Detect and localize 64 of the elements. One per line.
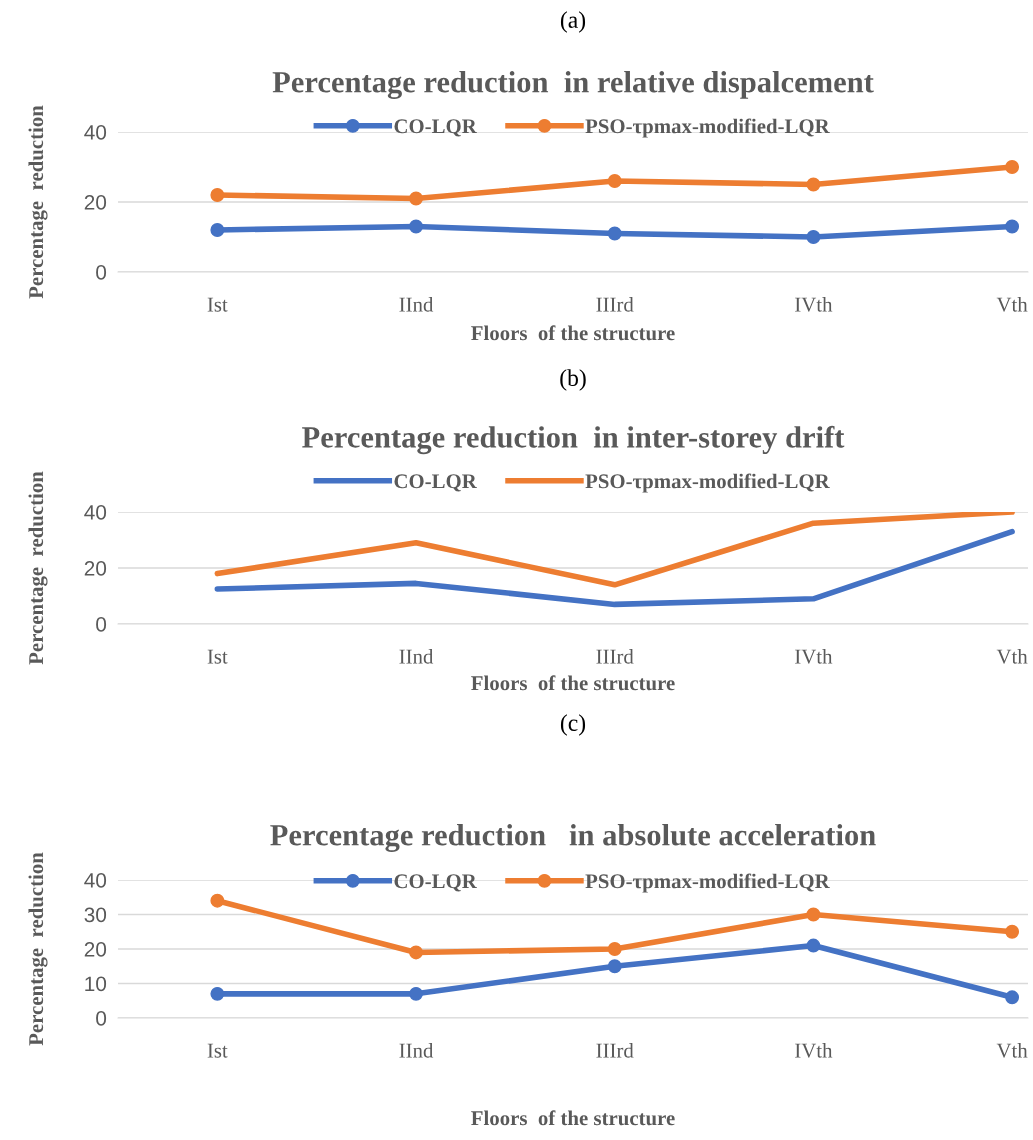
- x-axis-title: Floors of the structure: [471, 1110, 675, 1126]
- x-tick-label: IVth: [795, 297, 833, 312]
- x-tick-label: Vth: [996, 1043, 1028, 1058]
- y-tick-label: 10: [85, 976, 107, 992]
- x-tick-label: IInd: [399, 297, 434, 312]
- x-tick-label: IIIrd: [596, 297, 634, 312]
- legend-label: CO-LQR: [394, 119, 477, 137]
- point: [409, 945, 423, 960]
- x-tick-label: IInd: [399, 649, 434, 664]
- legend-label: CO-LQR: [394, 474, 477, 492]
- chart-title: Percentage reduction in relative dispalcement: [272, 71, 874, 99]
- y-tick-label: 20: [84, 195, 107, 210]
- point: [210, 893, 225, 908]
- y-axis-title: Percentage reduction: [28, 852, 48, 1046]
- x-tick-label: IInd: [399, 1043, 434, 1058]
- y-tick-label: 20: [84, 561, 107, 576]
- point: [1005, 160, 1020, 174]
- point: [607, 959, 622, 974]
- chart-title: Percentage reduction in absolute acceleration: [270, 824, 876, 852]
- y-tick-label: 40: [84, 873, 107, 888]
- y-tick-label: 20: [84, 942, 107, 957]
- x-tick-label: Vth: [996, 649, 1028, 664]
- legend-label: PSO-τpmax-modified-LQR: [585, 873, 830, 893]
- point: [1005, 990, 1020, 1005]
- legend-label: PSO-τpmax-modified-LQR: [585, 473, 830, 493]
- text: (c): [560, 714, 586, 736]
- point: [806, 230, 821, 244]
- point: [409, 191, 423, 206]
- point: [210, 188, 225, 202]
- x-tick-label: Ist: [207, 1043, 228, 1058]
- text: (a): [560, 11, 586, 33]
- y-tick-label: 0: [96, 617, 107, 632]
- point: [1005, 924, 1020, 939]
- text: (b): [560, 369, 586, 391]
- chart-title: Percentage reduction in inter-storey drift: [302, 425, 845, 455]
- y-axis-title: Percentage reduction: [28, 105, 48, 299]
- x-tick-label: IVth: [795, 1043, 833, 1058]
- point: [409, 986, 423, 1001]
- y-tick-label: 0: [96, 265, 107, 280]
- point: [806, 938, 821, 953]
- x-axis-title: Floors of the structure: [471, 675, 675, 691]
- point: [607, 942, 622, 956]
- point: [806, 907, 821, 922]
- point: [1005, 219, 1020, 234]
- y-tick-label: 40: [84, 505, 107, 520]
- point: [607, 226, 622, 241]
- y-axis-title: Percentage reduction: [28, 471, 48, 665]
- x-tick-label: IVth: [795, 649, 833, 664]
- point: [210, 986, 225, 1001]
- x-tick-label: Vth: [996, 297, 1028, 312]
- point: [806, 177, 821, 192]
- y-tick-label: 0: [96, 1011, 107, 1026]
- point: [210, 223, 225, 237]
- x-tick-label: IIIrd: [596, 649, 634, 664]
- x-tick-label: Ist: [207, 297, 228, 312]
- x-tick-label: Ist: [207, 649, 228, 664]
- legend-label: PSO-τpmax-modified-LQR: [585, 118, 830, 138]
- legend-label: CO-LQR: [394, 874, 477, 892]
- point: [409, 219, 423, 234]
- y-tick-label: 40: [84, 125, 107, 140]
- x-tick-label: IIIrd: [596, 1043, 634, 1058]
- y-tick-label: 30: [84, 907, 107, 923]
- point: [607, 174, 622, 188]
- x-axis-title: Floors of the structure: [471, 325, 675, 341]
